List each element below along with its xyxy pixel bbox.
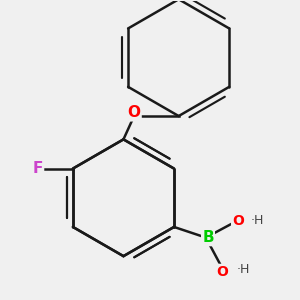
Text: B: B <box>202 230 214 245</box>
Text: O: O <box>232 214 244 228</box>
Text: O: O <box>128 105 141 120</box>
Text: ·H: ·H <box>250 214 263 227</box>
Text: O: O <box>216 265 228 278</box>
Text: ·H: ·H <box>236 263 250 276</box>
Text: F: F <box>33 161 43 176</box>
